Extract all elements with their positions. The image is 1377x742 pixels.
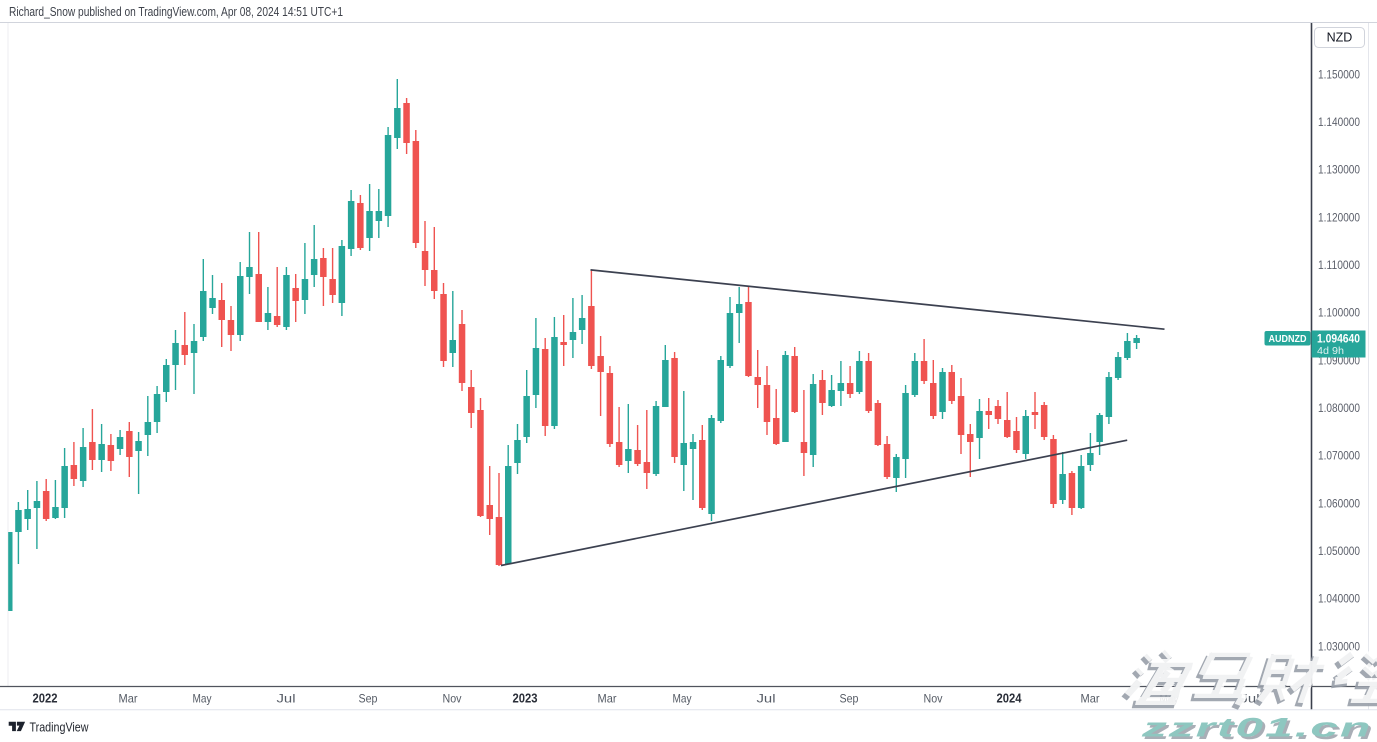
svg-text:NZD: NZD bbox=[1327, 31, 1353, 45]
svg-text:1.050000: 1.050000 bbox=[1318, 544, 1360, 558]
svg-text:Mar: Mar bbox=[1081, 692, 1100, 706]
svg-text:1.100000: 1.100000 bbox=[1318, 306, 1360, 320]
svg-text:1.150000: 1.150000 bbox=[1318, 67, 1360, 81]
svg-text:2024: 2024 bbox=[997, 692, 1022, 706]
svg-text:1.130000: 1.130000 bbox=[1318, 163, 1360, 177]
svg-text:Mar: Mar bbox=[598, 692, 617, 706]
svg-text:zzrt01.cn: zzrt01.cn bbox=[1141, 712, 1373, 742]
svg-text:1.030000: 1.030000 bbox=[1318, 639, 1360, 653]
svg-text:2023: 2023 bbox=[513, 692, 538, 706]
svg-text:1.060000: 1.060000 bbox=[1318, 496, 1360, 510]
svg-text:1.110000: 1.110000 bbox=[1318, 258, 1360, 272]
svg-text:1.140000: 1.140000 bbox=[1318, 115, 1360, 129]
svg-text:1.070000: 1.070000 bbox=[1318, 449, 1360, 463]
svg-text:Jul: Jul bbox=[277, 692, 296, 706]
svg-text:Sep: Sep bbox=[840, 692, 859, 706]
svg-text:1.094640: 1.094640 bbox=[1317, 334, 1360, 346]
svg-text:1.120000: 1.120000 bbox=[1318, 210, 1360, 224]
svg-text:Nov: Nov bbox=[924, 692, 943, 706]
svg-text:AUDNZD: AUDNZD bbox=[1269, 333, 1307, 345]
svg-text:zzrt01.cn: zzrt01.cn bbox=[1143, 715, 1375, 742]
svg-text:Sep: Sep bbox=[359, 692, 378, 706]
svg-text:Nov: Nov bbox=[443, 692, 462, 706]
svg-text:2022: 2022 bbox=[33, 692, 58, 706]
svg-text:4d 9h: 4d 9h bbox=[1317, 346, 1344, 357]
svg-text:Jul: Jul bbox=[757, 692, 776, 706]
svg-text:TradingView: TradingView bbox=[30, 720, 89, 735]
svg-text:Mar: Mar bbox=[119, 692, 138, 706]
svg-text:May: May bbox=[193, 692, 212, 706]
svg-text:May: May bbox=[673, 692, 692, 706]
svg-text:1.040000: 1.040000 bbox=[1318, 592, 1360, 606]
svg-text:1.080000: 1.080000 bbox=[1318, 401, 1360, 415]
svg-text:Richard_Snow published on Trad: Richard_Snow published on TradingView.co… bbox=[9, 5, 343, 19]
